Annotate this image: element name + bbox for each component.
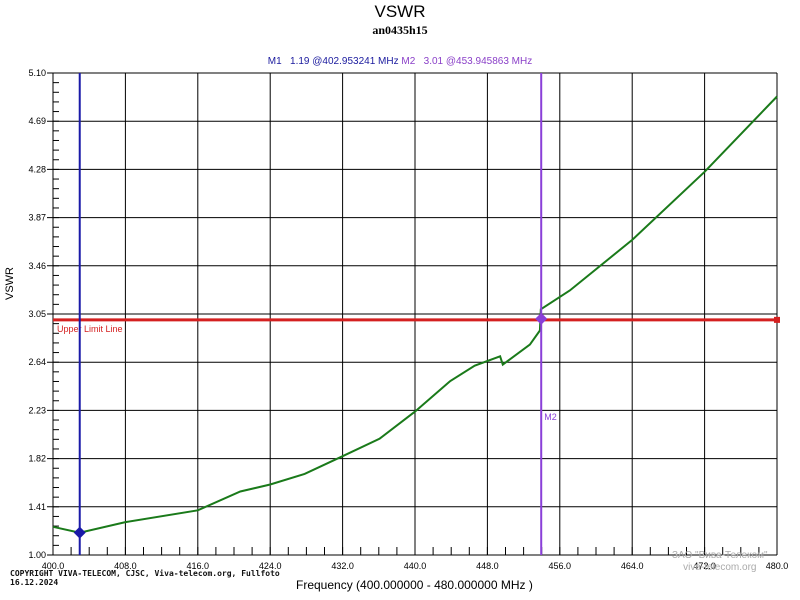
x-tick-label: 400.0 bbox=[42, 561, 65, 571]
watermark: ЗАО "Вива-Телеком" viva-telecom.org bbox=[672, 550, 768, 574]
m2-plot-label: M2 bbox=[544, 412, 557, 422]
copyright-line: COPYRIGHT VIVA-TELECOM, CJSC, Viva-telec… bbox=[10, 569, 280, 578]
copyright-date: 16.12.2024 bbox=[10, 578, 59, 587]
y-tick-label: 1.82 bbox=[28, 454, 46, 464]
chart-subtitle: an0435h15 bbox=[372, 23, 428, 37]
y-tick-label: 4.28 bbox=[28, 164, 46, 174]
x-tick-label: 480.0 bbox=[766, 561, 789, 571]
y-tick-label: 5.10 bbox=[28, 68, 46, 78]
m1-diamond-icon bbox=[73, 526, 86, 539]
watermark-line2: viva-telecom.org bbox=[683, 562, 757, 573]
x-tick-label: 464.0 bbox=[621, 561, 644, 571]
y-tick-label: 3.87 bbox=[28, 213, 46, 223]
m1-label: M1 bbox=[267, 56, 282, 67]
chart-title: VSWR bbox=[374, 2, 426, 21]
x-tick-label: 472.0 bbox=[693, 561, 716, 571]
limit-line-label: Upper Limit Line bbox=[57, 324, 123, 334]
copyright-text: COPYRIGHT VIVA-TELECOM, CJSC, Viva-telec… bbox=[10, 569, 280, 587]
m2-freq: @453.945863 MHz bbox=[445, 56, 533, 67]
x-tick-label: 408.0 bbox=[114, 561, 137, 571]
y-tick-label: 3.46 bbox=[28, 261, 46, 271]
m2-label: M2 bbox=[401, 56, 416, 67]
limit-line-handle bbox=[774, 316, 780, 323]
x-tick-label: 416.0 bbox=[187, 561, 210, 571]
x-tick-label: 432.0 bbox=[331, 561, 354, 571]
y-tick-label: 1.00 bbox=[28, 550, 46, 560]
vswr-trace bbox=[52, 95, 778, 534]
m2-diamond-icon bbox=[535, 312, 548, 325]
x-tick-label: 456.0 bbox=[549, 561, 572, 571]
y-axis-label: VSWR bbox=[4, 267, 16, 300]
x-tick-label: 440.0 bbox=[404, 561, 427, 571]
y-tick-label: 2.64 bbox=[28, 357, 46, 367]
y-tick-label: 3.05 bbox=[28, 309, 46, 319]
y-tick-label: 2.23 bbox=[28, 405, 46, 415]
m2-value: 3.01 bbox=[423, 56, 444, 67]
m1-freq: @402.953241 MHz bbox=[312, 56, 399, 67]
m1-value: 1.19 bbox=[290, 56, 310, 67]
y-tick-label: 1.41 bbox=[28, 502, 46, 512]
x-axis-label: Frequency (400.000000 - 480.000000 MHz ) bbox=[296, 578, 533, 592]
y-tick-label: 4.69 bbox=[28, 116, 46, 126]
watermark-line1: ЗАО "Вива-Телеком" bbox=[672, 550, 768, 561]
x-tick-label: 448.0 bbox=[476, 561, 499, 571]
x-tick-label: 424.0 bbox=[259, 561, 282, 571]
marker-readout: M1 1.19 @402.953241 MHz M2 3.01 @453.945… bbox=[0, 56, 800, 67]
